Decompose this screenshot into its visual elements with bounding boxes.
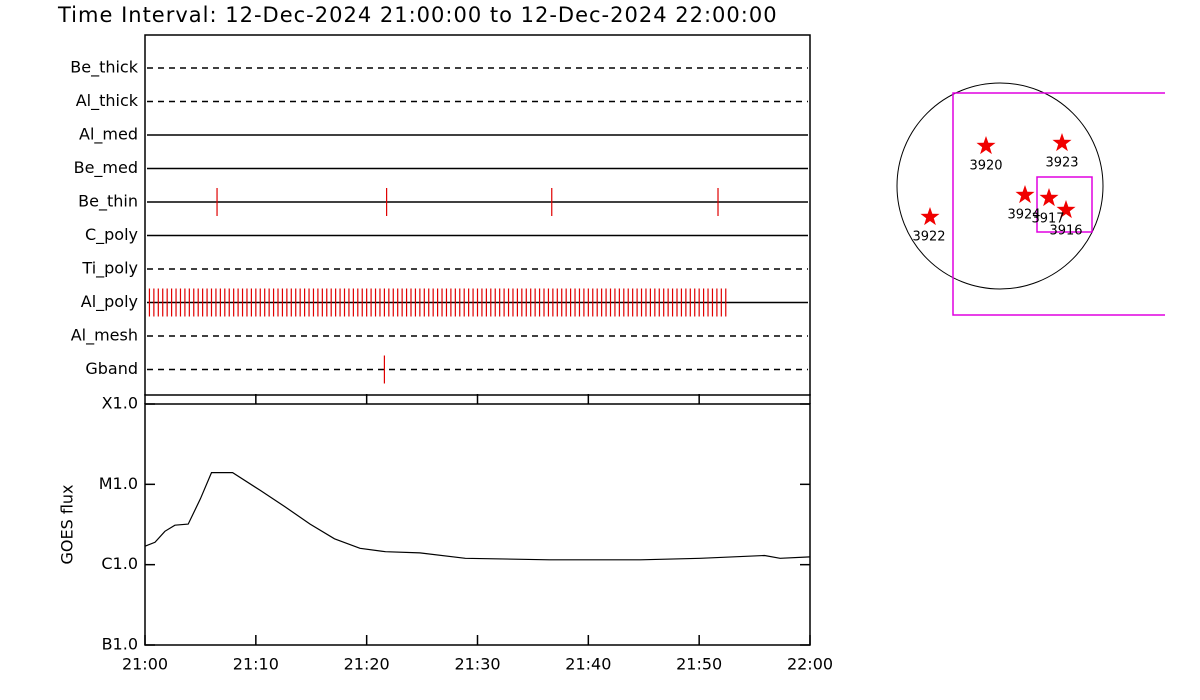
x-tick-label: 21:50 <box>676 655 722 674</box>
y-tick-label: C1.0 <box>101 554 138 573</box>
x-tick-label: 21:40 <box>565 655 611 674</box>
flux-line <box>144 472 811 561</box>
region-label: 3924 <box>1007 208 1040 223</box>
y-axis-label: GOES flux <box>58 484 77 564</box>
y-tick-label: X1.0 <box>102 394 138 413</box>
region-star <box>1039 188 1059 207</box>
x-tick-label: 22:00 <box>787 655 833 674</box>
region-star <box>976 136 996 155</box>
y-tick-label: M1.0 <box>99 474 138 493</box>
row-label: C_poly <box>85 225 138 245</box>
timeline-frame <box>144 34 811 396</box>
fov-box <box>1036 176 1093 233</box>
solar-disk <box>896 82 1104 290</box>
y-tick-label: B1.0 <box>102 635 138 654</box>
x-tick-label: 21:30 <box>454 655 500 674</box>
sun-map: 3920 3923 3924 3917 3916 3922 <box>896 82 1165 316</box>
x-tick-label: 21:00 <box>122 655 168 674</box>
region-star <box>1015 185 1035 204</box>
region-star <box>920 207 940 226</box>
region-star <box>1052 133 1072 152</box>
row-label: Al_mesh <box>71 326 138 346</box>
x-tick-label: 21:10 <box>233 655 279 674</box>
row-label: Al_thick <box>76 91 139 111</box>
region-label: 3917 <box>1031 212 1064 227</box>
row-label: Al_med <box>79 125 138 145</box>
x-tick-label: 21:20 <box>344 655 390 674</box>
fov-box <box>952 92 1165 316</box>
region-label: 3920 <box>969 159 1002 174</box>
region-label: 3916 <box>1049 224 1082 239</box>
row-label: Ti_poly <box>81 259 138 279</box>
title: Time Interval: 12-Dec-2024 21:00:00 to 1… <box>57 3 778 27</box>
row-label: Be_thick <box>70 58 138 78</box>
region-label: 3923 <box>1045 156 1078 171</box>
row-label: Al_poly <box>81 292 138 312</box>
row-label: Be_thin <box>78 192 138 212</box>
region-label: 3922 <box>912 230 945 245</box>
row-label: Gband <box>85 359 138 378</box>
row-label: Be_med <box>74 158 138 178</box>
goes-frame <box>144 403 811 646</box>
